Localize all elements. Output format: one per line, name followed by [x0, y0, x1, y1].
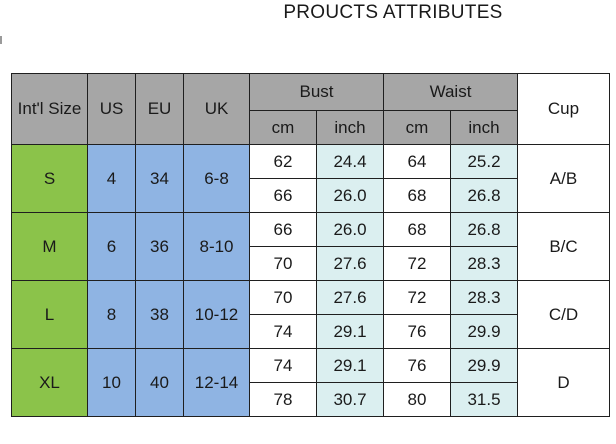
bust-inch-cell: 26.0 [316, 178, 384, 213]
table-body: Int'l Size US EU UK Bust Waist Cup cm in… [11, 73, 610, 417]
waist-inch-cell: 28.3 [450, 280, 518, 315]
cup-size-cell: A/B [517, 144, 610, 213]
table-row: 74 29.1 76 29.9 [12, 314, 610, 349]
intl-size-cell: L [11, 280, 88, 349]
uk-size-cell: 10-12 [183, 280, 250, 349]
header-row: Int'l Size US EU UK Bust Waist Cup [11, 73, 610, 145]
us-size-cell: 10 [87, 348, 136, 417]
bust-inch-cell: 29.1 [316, 348, 384, 383]
bust-inch-cell: 26.0 [316, 212, 384, 247]
waist-inch-cell: 25.2 [450, 144, 518, 179]
intl-size-cell: M [11, 212, 88, 281]
waist-inch-cell: 28.3 [450, 246, 518, 281]
bust-cm-cell: 78 [249, 382, 317, 417]
waist-inch-cell: 31.5 [450, 382, 518, 417]
bust-inch-cell: 27.6 [316, 246, 384, 281]
table-row: 78 30.7 80 31.5 [12, 382, 610, 417]
header-cup: Cup [517, 73, 610, 145]
intl-size-cell: S [11, 144, 88, 213]
subheader-bust-cm: cm [249, 110, 317, 145]
eu-size-cell: 38 [135, 280, 184, 349]
waist-inch-cell: 29.9 [450, 314, 518, 349]
eu-size-cell: 40 [135, 348, 184, 417]
bust-cm-cell: 70 [249, 280, 317, 315]
header-waist: Waist [383, 73, 518, 111]
table-row: L 8 38 10-12 70 27.6 72 28.3 C/D [11, 280, 610, 349]
table-row: 70 27.6 72 28.3 [12, 246, 610, 281]
subheader-waist-cm: cm [383, 110, 451, 145]
cup-size-cell: D [517, 348, 610, 417]
uk-size-cell: 6-8 [183, 144, 250, 213]
bust-inch-cell: 30.7 [316, 382, 384, 417]
us-size-cell: 6 [87, 212, 136, 281]
table-row: M 6 36 8-10 66 26.0 68 26.8 B/C [11, 212, 610, 281]
intl-size-cell: XL [11, 348, 88, 417]
us-size-cell: 4 [87, 144, 136, 213]
bust-cm-cell: 74 [249, 348, 317, 383]
uk-size-cell: 8-10 [183, 212, 250, 281]
waist-cm-cell: 68 [383, 212, 451, 247]
waist-cm-cell: 72 [383, 246, 451, 281]
size-chart-table: Int'l Size US EU UK Bust Waist Cup cm in… [11, 73, 610, 417]
waist-inch-cell: 26.8 [450, 212, 518, 247]
waist-cm-cell: 76 [383, 348, 451, 383]
uk-size-cell: 12-14 [183, 348, 250, 417]
waist-inch-cell: 29.9 [450, 348, 518, 383]
waist-cm-cell: 64 [383, 144, 451, 179]
bust-cm-cell: 62 [249, 144, 317, 179]
edge-mark [0, 36, 2, 44]
cup-size-cell: B/C [517, 212, 610, 281]
us-size-cell: 8 [87, 280, 136, 349]
table-row: 66 26.0 68 26.8 [12, 178, 610, 213]
bust-cm-cell: 74 [249, 314, 317, 349]
waist-cm-cell: 80 [383, 382, 451, 417]
waist-inch-cell: 26.8 [450, 178, 518, 213]
header-bust: Bust [249, 73, 384, 111]
table-row: XL 10 40 12-14 74 29.1 76 29.9 D [11, 348, 610, 417]
header-intl-size: Int'l Size [11, 73, 88, 145]
subheader-row: cm inch cm inch [12, 110, 610, 145]
eu-size-cell: 34 [135, 144, 184, 213]
header-uk: UK [183, 73, 250, 145]
cup-size-cell: C/D [517, 280, 610, 349]
bust-cm-cell: 66 [249, 178, 317, 213]
waist-cm-cell: 68 [383, 178, 451, 213]
bust-inch-cell: 29.1 [316, 314, 384, 349]
table-row: S 4 34 6-8 62 24.4 64 25.2 A/B [11, 144, 610, 213]
waist-cm-cell: 72 [383, 280, 451, 315]
bust-inch-cell: 27.6 [316, 280, 384, 315]
header-eu: EU [135, 73, 184, 145]
bust-cm-cell: 66 [249, 212, 317, 247]
bust-cm-cell: 70 [249, 246, 317, 281]
waist-cm-cell: 76 [383, 314, 451, 349]
page-title: PROUCTS ATTRIBUTES [283, 2, 503, 23]
subheader-waist-inch: inch [450, 110, 518, 145]
eu-size-cell: 36 [135, 212, 184, 281]
header-us: US [87, 73, 136, 145]
bust-inch-cell: 24.4 [316, 144, 384, 179]
subheader-bust-inch: inch [316, 110, 384, 145]
